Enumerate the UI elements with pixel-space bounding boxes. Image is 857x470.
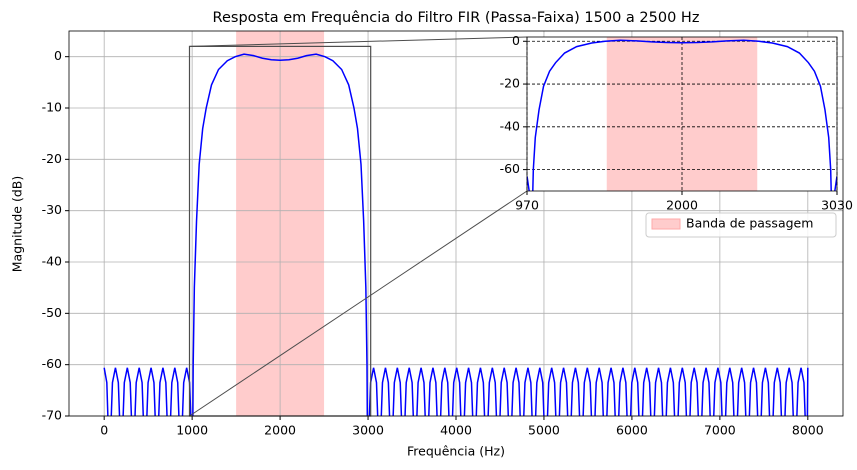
- y-tick-label: 0: [512, 33, 520, 48]
- axes-frame: [68, 30, 844, 417]
- response-line: [527, 39, 837, 191]
- y-tick-label: -60: [42, 356, 62, 371]
- x-tick-label: 6000: [616, 423, 648, 438]
- x-axis-label: Frequência (Hz): [407, 444, 505, 459]
- y-tick-label: -50: [42, 305, 62, 320]
- x-tick-label: 0: [100, 423, 108, 438]
- y-tick-label: -20: [500, 76, 520, 91]
- zoom-connector: [189, 36, 528, 47]
- legend-swatch: [651, 218, 681, 230]
- y-tick-label: -70: [42, 408, 62, 423]
- legend-box: [645, 212, 837, 238]
- x-tick-label: 970: [515, 198, 539, 213]
- x-tick-label: 8000: [792, 423, 824, 438]
- y-tick-label: 0: [54, 48, 62, 63]
- response-line: [103, 53, 809, 416]
- y-tick-label: -60: [500, 161, 520, 176]
- y-axis-label: Magnitude (dB): [10, 176, 25, 272]
- x-tick-label: 4000: [440, 423, 472, 438]
- inset-axes: 970 2000 3030 -60 -40 -20 0: [500, 33, 853, 213]
- x-tick-label: 2000: [264, 423, 296, 438]
- y-tick-label: -40: [42, 254, 62, 269]
- x-tick-label: 3030: [821, 198, 853, 213]
- y-tick-label: -40: [500, 118, 520, 133]
- x-tick-label: 3000: [352, 423, 384, 438]
- y-tick-label: -10: [42, 100, 62, 115]
- x-tick-label: 2000: [666, 198, 698, 213]
- x-tick-label: 5000: [528, 423, 560, 438]
- y-tick-label: -30: [42, 202, 62, 217]
- zoom-connector: [189, 190, 528, 417]
- legend: Banda de passagem: [645, 212, 837, 238]
- x-tick-label: 1000: [176, 423, 208, 438]
- chart-title: Resposta em Frequência do Filtro FIR (Pa…: [213, 10, 700, 26]
- y-tick-label: -20: [42, 151, 62, 166]
- legend-label: Banda de passagem: [686, 216, 813, 231]
- axes-frame: [526, 36, 838, 192]
- x-tick-label: 7000: [704, 423, 736, 438]
